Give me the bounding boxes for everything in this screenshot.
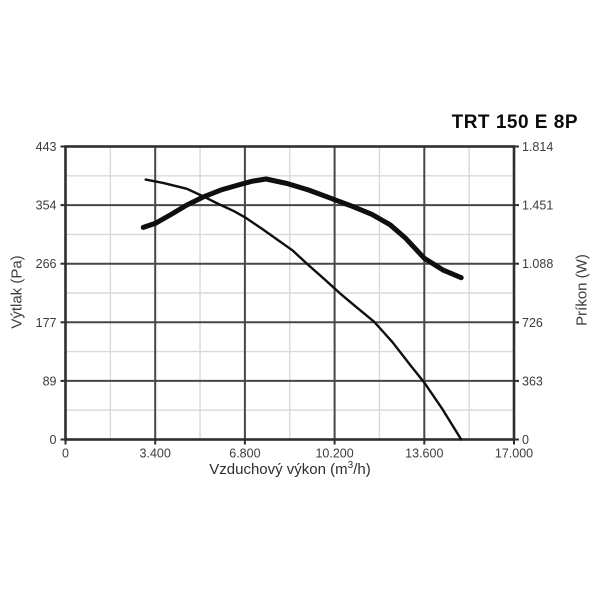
- y-right-tick-label: 1.451: [522, 199, 553, 213]
- x-axis-label-post: /h): [353, 461, 371, 478]
- plot-border: [64, 145, 516, 441]
- y-right-tick-label: 726: [522, 316, 543, 330]
- x-tick-label: 10.200: [315, 447, 353, 461]
- x-tick-label: 6.800: [229, 447, 260, 461]
- y-right-tick-label: 1.814: [522, 140, 553, 154]
- y-left-tick-label: 443: [36, 140, 57, 154]
- x-axis-label-sup: 3: [347, 460, 354, 471]
- y-axis-label-left: Výtlak (Pa): [8, 255, 26, 329]
- y-right-tick-label: 0: [522, 433, 529, 447]
- y-left-tick-label: 354: [36, 199, 57, 213]
- chart-title: TRT 150 E 8P: [451, 112, 578, 133]
- y-left-tick-label: 89: [43, 374, 57, 388]
- y-left-tick-label: 0: [50, 433, 57, 447]
- pressure-curve: [144, 178, 463, 441]
- x-axis-label: Vzduchový výkon (m3/h): [209, 460, 371, 479]
- y-left-tick-label: 177: [36, 316, 57, 330]
- y-left-tick-label: 266: [36, 257, 57, 271]
- x-tick-label: 13.600: [405, 447, 443, 461]
- power-curve: [140, 176, 464, 281]
- x-tick-label: 0: [62, 447, 69, 461]
- y-right-tick-label: 363: [522, 374, 543, 388]
- x-axis-label-pre: Vzduchový výkon (m: [209, 461, 348, 478]
- x-tick-label: 17.000: [495, 447, 533, 461]
- x-tick-label: 3.400: [140, 447, 171, 461]
- y-axis-label-right: Príkon (W): [573, 254, 591, 326]
- y-right-tick-label: 1.088: [522, 257, 553, 271]
